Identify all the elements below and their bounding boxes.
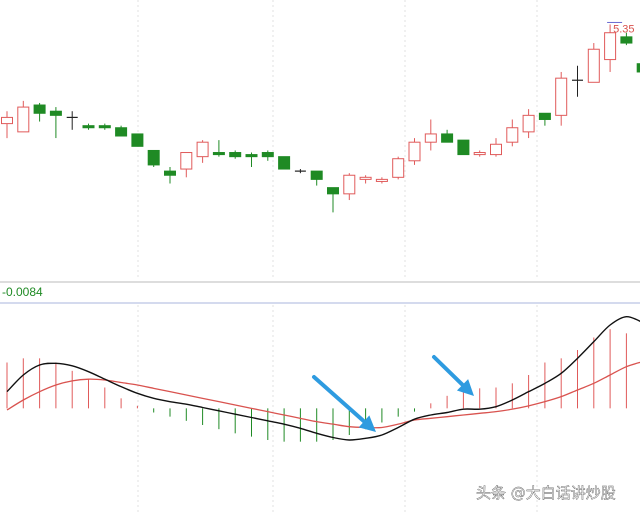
candle-body: [82, 125, 95, 129]
candle: [490, 138, 502, 157]
candle-body: [375, 178, 388, 182]
candle-body: [506, 127, 519, 143]
candle: [522, 109, 535, 139]
candle: [343, 173, 356, 201]
candle-body: [424, 133, 437, 143]
candle-body: [522, 114, 535, 133]
candle: [115, 125, 128, 137]
candle-body: [457, 139, 470, 156]
candle-body: [49, 110, 62, 116]
candle: [473, 150, 486, 157]
candle: [82, 123, 95, 130]
candle-body: [441, 133, 454, 143]
arrow-head: [456, 379, 474, 396]
arrow-shaft: [312, 375, 367, 424]
candle: [261, 150, 274, 161]
candle: [98, 123, 111, 130]
candle: [212, 140, 225, 157]
candle: [424, 119, 437, 151]
max-price-label: 5.35: [613, 23, 634, 35]
candle-body: [343, 174, 356, 195]
candle: [636, 63, 640, 73]
candle-body: [98, 125, 111, 129]
watermark-text: 头条 @大白话讲炒股: [476, 484, 616, 502]
candle-body: [147, 149, 160, 166]
candle-body: [261, 152, 274, 158]
annotation-arrows: [312, 21, 623, 432]
candle: [392, 156, 405, 180]
arrow-shaft: [432, 355, 465, 387]
candle-body: [278, 156, 291, 170]
candle: [327, 187, 339, 213]
candle-body: [587, 48, 600, 83]
candle: [604, 24, 617, 72]
candle: [572, 65, 583, 97]
candle-body: [115, 127, 128, 137]
macd-dea-line: [6, 361, 640, 429]
candle-body: [245, 154, 258, 158]
candle: [66, 111, 78, 130]
macd-value-label: -0.0084: [2, 285, 43, 299]
candle-body: [17, 106, 30, 133]
arrow-head: [358, 415, 376, 432]
candle: [441, 129, 454, 143]
annotation-arrow: [312, 375, 376, 432]
candle-body: [310, 170, 323, 180]
candle-body: [229, 152, 242, 158]
candle: [375, 177, 388, 184]
candle: [555, 71, 568, 126]
candlestick-series: [1, 24, 640, 213]
candle-body: [327, 187, 339, 195]
candle: [457, 139, 470, 156]
candle: [147, 149, 160, 167]
candle: [620, 32, 633, 46]
candle: [245, 152, 258, 167]
candle: [294, 169, 306, 174]
candle-body: [180, 152, 193, 170]
candle-body: [408, 141, 421, 162]
candle-body: [473, 152, 486, 156]
candle: [131, 133, 144, 147]
candle-body: [538, 112, 551, 120]
candle: [17, 100, 30, 133]
candle-body: [196, 141, 209, 158]
candle: [164, 166, 176, 184]
candle-body: [392, 158, 405, 178]
candle-body: [33, 104, 46, 114]
candle: [1, 111, 13, 139]
candle: [310, 170, 323, 186]
candle: [33, 102, 46, 122]
candle-body: [1, 116, 13, 125]
candle: [196, 140, 209, 163]
candle-body: [555, 77, 568, 116]
candle-body: [359, 176, 372, 180]
candle-body: [636, 63, 640, 73]
macd-dif-line: [6, 315, 640, 441]
annotation-arrow: [432, 355, 474, 396]
candle: [180, 152, 193, 178]
candle: [359, 175, 372, 184]
macd-histogram: [6, 329, 627, 442]
candle: [587, 43, 600, 83]
candle: [506, 119, 519, 147]
candle: [49, 107, 62, 139]
candle-body: [131, 133, 144, 147]
candle-body: [490, 143, 502, 156]
candle-body: [604, 32, 617, 61]
candle: [278, 156, 291, 170]
candle-body: [212, 152, 225, 156]
candle: [408, 138, 421, 165]
candle: [538, 112, 551, 126]
candle-body: [620, 36, 633, 44]
candle: [229, 150, 242, 159]
candle-body: [164, 170, 176, 176]
